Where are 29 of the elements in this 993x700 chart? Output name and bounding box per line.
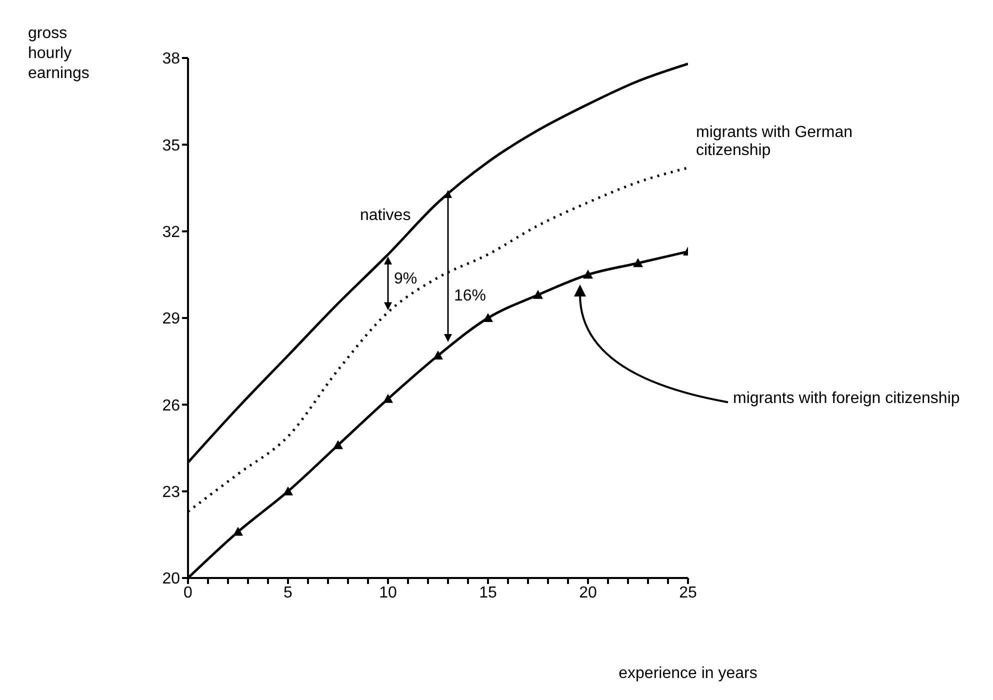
y-tick-label: 35 [162,137,180,154]
point [383,394,393,403]
point [483,313,493,322]
x-tick-label: 15 [479,584,497,602]
y-tick-label: 32 [162,224,180,242]
point [233,526,243,536]
y-tick-label: 29 [162,310,180,328]
x-tick-label: 10 [379,584,397,602]
series-label: migrants with German citizenship [696,124,854,160]
y-tick-label: 20 [162,570,180,588]
y-axis-title: gross hourly earnings [28,25,90,82]
x-tick-label: 25 [679,584,697,602]
x-tick-label: 20 [579,584,597,602]
point [333,440,343,450]
point [633,258,643,268]
point [533,290,543,299]
y-tick-label: 38 [162,50,180,68]
series-label: natives [360,206,411,224]
y-tick-label: 23 [162,484,180,502]
point [283,486,293,496]
text: migrants with foreign citizenship [733,390,961,408]
annotation: 9% [394,270,418,288]
x-tick-label: 5 [284,584,293,602]
x-tick-label: 0 [184,584,193,602]
point [433,350,443,360]
y-tick-label: 26 [162,397,180,414]
point [583,270,593,279]
x-axis-title: experience in years [618,665,758,682]
annotation: 16% [454,288,486,305]
